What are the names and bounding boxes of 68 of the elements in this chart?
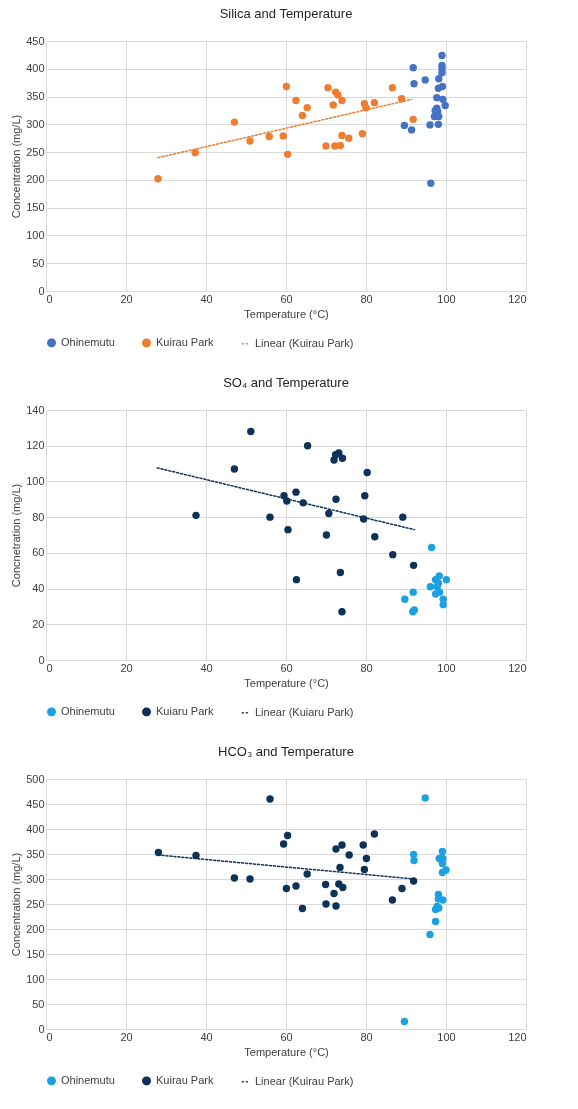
y-tick-label: 250 [26,897,45,910]
y-tick-label: 150 [26,201,45,214]
x-tick-label: 80 [360,1030,373,1043]
y-tick-label: 0 [38,284,45,297]
x-tick-label: 80 [360,292,373,305]
y-tick-label: 200 [26,173,45,186]
legend-label: Linear (Kuiaru Park) [255,705,354,718]
x-tick-label: 40 [200,1030,213,1043]
legend-label: Kuirau Park [156,335,214,348]
y-tick-label: 350 [26,847,45,860]
x-tick-label: 100 [437,1030,456,1043]
y-tick-label: 60 [32,546,45,559]
x-tick-label: 60 [280,1030,293,1043]
x-tick-label: 60 [280,661,293,674]
y-tick-label: 500 [26,772,45,785]
legend-label: Kuirau Park [156,1073,214,1086]
y-tick-label: 100 [26,474,45,487]
x-tick-label: 120 [508,292,527,305]
y-tick-label: 350 [26,90,45,103]
legend-label: Ohinemutu [61,704,115,717]
y-tick-label: 100 [26,972,45,985]
legend-label: Ohinemutu [61,335,115,348]
y-tick-label: 0 [38,653,45,666]
y-tick-label: 200 [26,922,45,935]
x-tick-label: 20 [120,1030,133,1043]
legend-label: Ohinemutu [61,1073,115,1086]
y-tick-label: 450 [26,797,45,810]
x-tick-label: 60 [280,292,293,305]
x-axis-title: Temperature (°C) [244,307,329,320]
chart-title: HCO₃ and Temperature [218,744,354,759]
x-tick-label: 40 [200,661,213,674]
y-tick-label: 50 [32,256,45,269]
y-tick-label: 250 [26,145,45,158]
x-tick-label: 0 [46,292,53,305]
y-tick-label: 300 [26,872,45,885]
y-tick-label: 120 [26,439,45,452]
x-tick-label: 0 [46,1030,53,1043]
legend-label: Linear (Kuirau Park) [255,1074,354,1087]
chart-title: SO₄ and Temperature [223,375,349,390]
chart-title: Silica and Temperature [219,6,353,21]
y-tick-label: 300 [26,117,45,130]
x-tick-label: 80 [360,661,373,674]
y-tick-label: 150 [26,947,45,960]
x-tick-label: 120 [508,1030,527,1043]
x-tick-label: 20 [120,292,133,305]
legend-label: Linear (Kuirau Park) [255,336,354,349]
y-axis-title: Concentration (mg/L) [10,114,23,219]
y-tick-label: 100 [26,228,45,241]
x-axis-title: Temperature (°C) [244,676,329,689]
x-tick-label: 40 [200,292,213,305]
y-tick-label: 40 [32,582,45,595]
y-tick-label: 400 [26,62,45,75]
x-tick-label: 100 [437,292,456,305]
y-tick-label: 400 [26,822,45,835]
x-tick-label: 20 [120,661,133,674]
y-tick-label: 20 [32,617,45,630]
x-axis-title: Temperature (°C) [244,1045,329,1058]
x-tick-label: 0 [46,661,53,674]
y-axis-title: Concnetration (mg/L) [10,483,23,588]
y-tick-label: 140 [26,403,45,416]
legend-label: Kuiaru Park [156,704,214,717]
y-tick-label: 50 [32,997,45,1010]
x-tick-label: 100 [437,661,456,674]
y-tick-label: 450 [26,34,45,47]
x-tick-label: 120 [508,661,527,674]
y-tick-label: 80 [32,510,45,523]
y-tick-label: 0 [38,1022,45,1035]
y-axis-title: Concentration (mg/L) [10,852,23,957]
